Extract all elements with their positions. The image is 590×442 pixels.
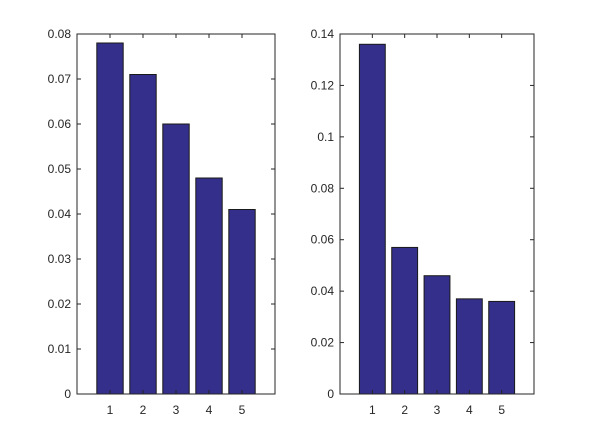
x-tick-label: 3 xyxy=(173,403,180,417)
y-tick-label: 0.08 xyxy=(311,181,335,195)
y-tick-label: 0.06 xyxy=(311,233,335,247)
y-tick-label: 0.08 xyxy=(48,27,72,41)
bar-4 xyxy=(455,298,483,395)
y-tick-label: 0.02 xyxy=(48,297,72,311)
y-tick-label: 0.14 xyxy=(311,27,335,41)
bar-5 xyxy=(488,300,516,395)
x-tick-label: 2 xyxy=(140,403,147,417)
chart-1: 0 0.01 0.02 0.03 0.04 0.05 0.06 0.07 0.08 1 2 3 4 5 xyxy=(48,27,276,417)
y-tick-label: 0.07 xyxy=(48,72,72,86)
x-tick-label: 3 xyxy=(434,403,441,417)
bar-2 xyxy=(129,74,157,395)
x-tick-label: 2 xyxy=(401,403,408,417)
y-tick-label: 0.06 xyxy=(48,117,72,131)
y-tick-label: 0.1 xyxy=(317,130,334,144)
y-tick-label: 0 xyxy=(64,387,71,401)
bar-3 xyxy=(162,123,190,395)
y-tick-label: 0.04 xyxy=(48,207,72,221)
y-tick-label: 0.01 xyxy=(48,342,72,356)
y-tick-label: 0.12 xyxy=(311,78,335,92)
bar-2 xyxy=(391,246,419,395)
bar-3 xyxy=(423,275,451,395)
y-tick-label: 0.03 xyxy=(48,252,72,266)
x-tick-label: 5 xyxy=(498,403,505,417)
y-tick-label: 0 xyxy=(327,387,334,401)
charts-container: 00.010.020.030.040.050.060.070.081 2 3 4 500… xyxy=(48,27,535,417)
bar-4 xyxy=(195,177,223,395)
bar-5 xyxy=(228,209,256,395)
x-tick-label: 1 xyxy=(369,403,376,417)
x-tick-label: 4 xyxy=(206,403,213,417)
chart-2: 0 0.02 0.04 0.06 0.08 0.1 0.12 0.14 1 2 3 4 5 xyxy=(311,27,535,417)
bar-1 xyxy=(96,42,124,395)
x-tick-label: 5 xyxy=(239,403,246,417)
bar-1 xyxy=(358,43,386,395)
x-tick-label: 1 xyxy=(107,403,114,417)
x-tick-label: 4 xyxy=(466,403,473,417)
y-tick-label: 0.02 xyxy=(311,336,335,350)
y-tick-label: 0.04 xyxy=(311,284,335,298)
y-tick-label: 0.05 xyxy=(48,162,72,176)
